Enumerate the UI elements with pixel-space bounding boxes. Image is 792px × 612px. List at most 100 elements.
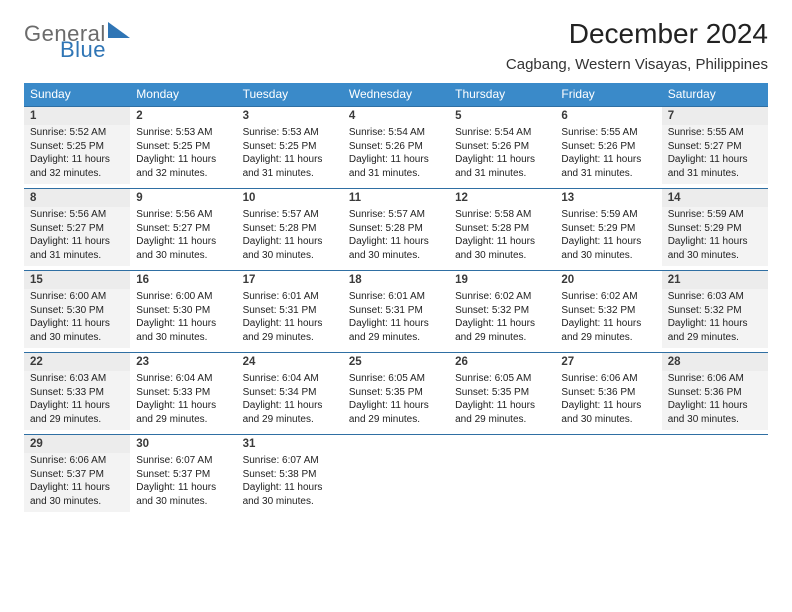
day-detail: Sunrise: 6:03 AMSunset: 5:32 PMDaylight:… [662,289,768,348]
calendar-cell: 11Sunrise: 5:57 AMSunset: 5:28 PMDayligh… [343,189,449,271]
day-header: Tuesday [237,83,343,107]
daylight-line-1: Daylight: 11 hours [349,399,443,413]
day-detail: Sunrise: 6:02 AMSunset: 5:32 PMDaylight:… [449,289,555,348]
daylight-line-1: Daylight: 11 hours [455,153,549,167]
sunset-text: Sunset: 5:32 PM [561,304,655,318]
sunrise-text: Sunrise: 6:05 AM [455,372,549,386]
calendar-cell: 30Sunrise: 6:07 AMSunset: 5:37 PMDayligh… [130,435,236,517]
calendar-cell: 15Sunrise: 6:00 AMSunset: 5:30 PMDayligh… [24,271,130,353]
calendar-cell [555,435,661,517]
sunrise-text: Sunrise: 6:07 AM [136,454,230,468]
day-detail: Sunrise: 6:06 AMSunset: 5:37 PMDaylight:… [24,453,130,512]
calendar-cell: 23Sunrise: 6:04 AMSunset: 5:33 PMDayligh… [130,353,236,435]
day-detail: Sunrise: 5:53 AMSunset: 5:25 PMDaylight:… [130,125,236,184]
calendar-cell: 9Sunrise: 5:56 AMSunset: 5:27 PMDaylight… [130,189,236,271]
day-detail: Sunrise: 5:56 AMSunset: 5:27 PMDaylight:… [24,207,130,266]
sunrise-text: Sunrise: 6:04 AM [136,372,230,386]
day-number: 7 [662,107,768,125]
calendar-cell: 17Sunrise: 6:01 AMSunset: 5:31 PMDayligh… [237,271,343,353]
day-header-row: Sunday Monday Tuesday Wednesday Thursday… [24,83,768,107]
day-number: 27 [555,353,661,371]
day-header: Wednesday [343,83,449,107]
calendar-cell: 24Sunrise: 6:04 AMSunset: 5:34 PMDayligh… [237,353,343,435]
sunrise-text: Sunrise: 5:56 AM [136,208,230,222]
daylight-line-2: and 32 minutes. [30,167,124,181]
day-number: 26 [449,353,555,371]
sunrise-text: Sunrise: 5:53 AM [243,126,337,140]
day-detail: Sunrise: 5:56 AMSunset: 5:27 PMDaylight:… [130,207,236,266]
daylight-line-2: and 30 minutes. [455,249,549,263]
sunset-text: Sunset: 5:36 PM [561,386,655,400]
sunrise-text: Sunrise: 5:53 AM [136,126,230,140]
sunrise-text: Sunrise: 5:59 AM [561,208,655,222]
daylight-line-2: and 30 minutes. [668,249,762,263]
daylight-line-2: and 30 minutes. [136,495,230,509]
day-detail: Sunrise: 5:53 AMSunset: 5:25 PMDaylight:… [237,125,343,184]
day-detail: Sunrise: 5:58 AMSunset: 5:28 PMDaylight:… [449,207,555,266]
day-detail: Sunrise: 5:55 AMSunset: 5:26 PMDaylight:… [555,125,661,184]
daylight-line-1: Daylight: 11 hours [349,317,443,331]
calendar-cell: 18Sunrise: 6:01 AMSunset: 5:31 PMDayligh… [343,271,449,353]
sunrise-text: Sunrise: 6:06 AM [668,372,762,386]
calendar-cell: 8Sunrise: 5:56 AMSunset: 5:27 PMDaylight… [24,189,130,271]
day-number: 28 [662,353,768,371]
day-number: 9 [130,189,236,207]
sunset-text: Sunset: 5:32 PM [455,304,549,318]
daylight-line-1: Daylight: 11 hours [455,235,549,249]
calendar-cell: 14Sunrise: 5:59 AMSunset: 5:29 PMDayligh… [662,189,768,271]
daylight-line-2: and 31 minutes. [349,167,443,181]
sunset-text: Sunset: 5:37 PM [30,468,124,482]
sunrise-text: Sunrise: 5:52 AM [30,126,124,140]
calendar-cell: 12Sunrise: 5:58 AMSunset: 5:28 PMDayligh… [449,189,555,271]
daylight-line-2: and 32 minutes. [136,167,230,181]
sunrise-text: Sunrise: 6:04 AM [243,372,337,386]
sunrise-text: Sunrise: 5:59 AM [668,208,762,222]
calendar-week-row: 8Sunrise: 5:56 AMSunset: 5:27 PMDaylight… [24,189,768,271]
sunrise-text: Sunrise: 6:01 AM [349,290,443,304]
sunrise-text: Sunrise: 6:05 AM [349,372,443,386]
day-detail: Sunrise: 5:52 AMSunset: 5:25 PMDaylight:… [24,125,130,184]
daylight-line-1: Daylight: 11 hours [30,153,124,167]
daylight-line-1: Daylight: 11 hours [30,399,124,413]
brand-word-2: Blue [60,37,106,62]
calendar-cell: 4Sunrise: 5:54 AMSunset: 5:26 PMDaylight… [343,107,449,189]
sunrise-text: Sunrise: 6:00 AM [30,290,124,304]
calendar-cell [662,435,768,517]
day-header: Saturday [662,83,768,107]
day-header: Monday [130,83,236,107]
sunset-text: Sunset: 5:27 PM [30,222,124,236]
day-number: 3 [237,107,343,125]
calendar-cell: 5Sunrise: 5:54 AMSunset: 5:26 PMDaylight… [449,107,555,189]
day-number: 30 [130,435,236,453]
daylight-line-2: and 29 minutes. [668,331,762,345]
sunset-text: Sunset: 5:25 PM [136,140,230,154]
sunset-text: Sunset: 5:25 PM [243,140,337,154]
daylight-line-1: Daylight: 11 hours [30,317,124,331]
daylight-line-1: Daylight: 11 hours [668,235,762,249]
daylight-line-1: Daylight: 11 hours [243,235,337,249]
daylight-line-2: and 30 minutes. [30,331,124,345]
sunset-text: Sunset: 5:33 PM [136,386,230,400]
title-block: December 2024 Cagbang, Western Visayas, … [506,18,768,73]
day-detail: Sunrise: 5:54 AMSunset: 5:26 PMDaylight:… [343,125,449,184]
calendar-week-row: 22Sunrise: 6:03 AMSunset: 5:33 PMDayligh… [24,353,768,435]
daylight-line-1: Daylight: 11 hours [561,235,655,249]
day-detail: Sunrise: 5:59 AMSunset: 5:29 PMDaylight:… [662,207,768,266]
daylight-line-2: and 30 minutes. [561,249,655,263]
sunrise-text: Sunrise: 6:07 AM [243,454,337,468]
calendar-cell: 7Sunrise: 5:55 AMSunset: 5:27 PMDaylight… [662,107,768,189]
calendar-cell: 21Sunrise: 6:03 AMSunset: 5:32 PMDayligh… [662,271,768,353]
daylight-line-2: and 30 minutes. [243,249,337,263]
brand-logo: General Blue [24,18,130,65]
day-detail: Sunrise: 5:54 AMSunset: 5:26 PMDaylight:… [449,125,555,184]
day-detail: Sunrise: 6:02 AMSunset: 5:32 PMDaylight:… [555,289,661,348]
calendar-week-row: 1Sunrise: 5:52 AMSunset: 5:25 PMDaylight… [24,107,768,189]
day-detail: Sunrise: 5:57 AMSunset: 5:28 PMDaylight:… [343,207,449,266]
daylight-line-1: Daylight: 11 hours [455,317,549,331]
day-detail: Sunrise: 6:00 AMSunset: 5:30 PMDaylight:… [24,289,130,348]
day-number: 24 [237,353,343,371]
daylight-line-1: Daylight: 11 hours [243,399,337,413]
day-number: 6 [555,107,661,125]
sunset-text: Sunset: 5:32 PM [668,304,762,318]
day-detail: Sunrise: 6:05 AMSunset: 5:35 PMDaylight:… [343,371,449,430]
